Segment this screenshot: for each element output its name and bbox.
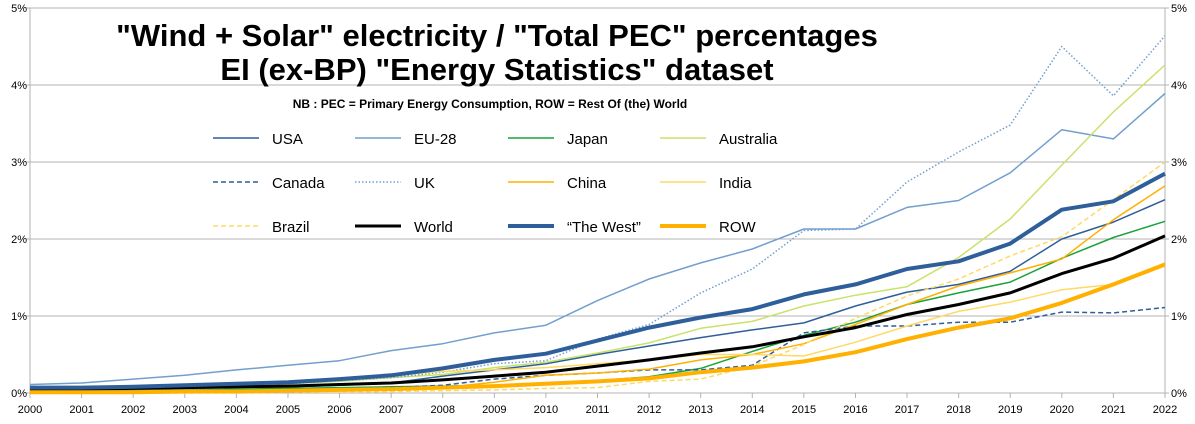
- x-tick-label: 2012: [637, 404, 661, 416]
- y-tick-label-right: 4%: [1171, 80, 1187, 92]
- legend-label: Australia: [719, 131, 778, 148]
- legend-label: China: [567, 175, 607, 192]
- legend-label: India: [719, 175, 752, 192]
- x-tick-label: 2019: [998, 404, 1022, 416]
- x-tick-label: 2009: [482, 404, 506, 416]
- y-tick-label-left: 4%: [11, 80, 27, 92]
- legend: USA EU-28 Japan Australia Canada UK China India…: [213, 131, 778, 236]
- x-tick-label: 2013: [688, 404, 712, 416]
- axes: 0% 0% 1% 1% 2% 2% 3% 3% 4% 4% 5% 5% 2000 2001 2002 2003…: [11, 3, 1187, 416]
- y-tick-label-left: 1%: [11, 311, 27, 323]
- y-tick-label-left: 5%: [11, 3, 27, 15]
- x-tick-label: 2016: [843, 404, 867, 416]
- series-line-china: [30, 185, 1166, 393]
- legend-label: World: [414, 219, 453, 236]
- legend-label: “The West”: [567, 219, 641, 236]
- x-tick-label: 2018: [946, 404, 970, 416]
- chart-note: NB : PEC = Primary Energy Consumption, R…: [293, 97, 688, 111]
- x-tick-label: 2010: [534, 404, 558, 416]
- gridlines: [30, 7, 1165, 394]
- x-tick-label: 2001: [69, 404, 93, 416]
- y-tick-label-right: 3%: [1171, 157, 1187, 169]
- x-tick-label: 2000: [18, 404, 42, 416]
- x-tick-label: 2003: [173, 404, 197, 416]
- x-tick-label: 2011: [586, 404, 610, 416]
- legend-label: ROW: [719, 219, 757, 236]
- series-line-row: [30, 262, 1166, 395]
- series-lines: [29, 35, 1166, 395]
- x-tick-label: 2020: [1050, 404, 1074, 416]
- legend-label: USA: [272, 131, 303, 148]
- x-tick-label: 2005: [276, 404, 300, 416]
- y-tick-label-right: 5%: [1171, 3, 1187, 15]
- x-tick-label: 2017: [895, 404, 919, 416]
- legend-label: Japan: [567, 131, 608, 148]
- y-tick-label-left: 2%: [11, 234, 27, 246]
- legend-label: EU-28: [414, 131, 457, 148]
- legend-label: Brazil: [272, 219, 310, 236]
- legend-label: Canada: [272, 175, 325, 192]
- x-tick-label: 2006: [327, 404, 351, 416]
- y-tick-label-right: 0%: [1171, 388, 1187, 400]
- x-tick-label: 2015: [792, 404, 816, 416]
- chart-title: "Wind + Solar" electricity / "Total PEC"…: [116, 18, 878, 53]
- legend-label: UK: [414, 175, 435, 192]
- y-tick-label-left: 0%: [11, 388, 27, 400]
- x-tick-label: 2022: [1153, 404, 1177, 416]
- x-tick-label: 2008: [430, 404, 454, 416]
- y-tick-label-right: 1%: [1171, 311, 1187, 323]
- series-line-the-west: [30, 171, 1166, 390]
- x-tick-label: 2002: [121, 404, 145, 416]
- y-tick-label-left: 3%: [11, 157, 27, 169]
- x-tick-label: 2021: [1101, 404, 1125, 416]
- x-tick-label: 2014: [740, 404, 764, 416]
- y-tick-label-right: 2%: [1171, 234, 1187, 246]
- chart-subtitle: EI (ex-BP) "Energy Statistics" dataset: [220, 52, 773, 87]
- series-line-eu-28: [29, 92, 1166, 386]
- series-line-world: [30, 234, 1166, 391]
- x-tick-label: 2007: [379, 404, 403, 416]
- x-tick-label: 2004: [224, 404, 248, 416]
